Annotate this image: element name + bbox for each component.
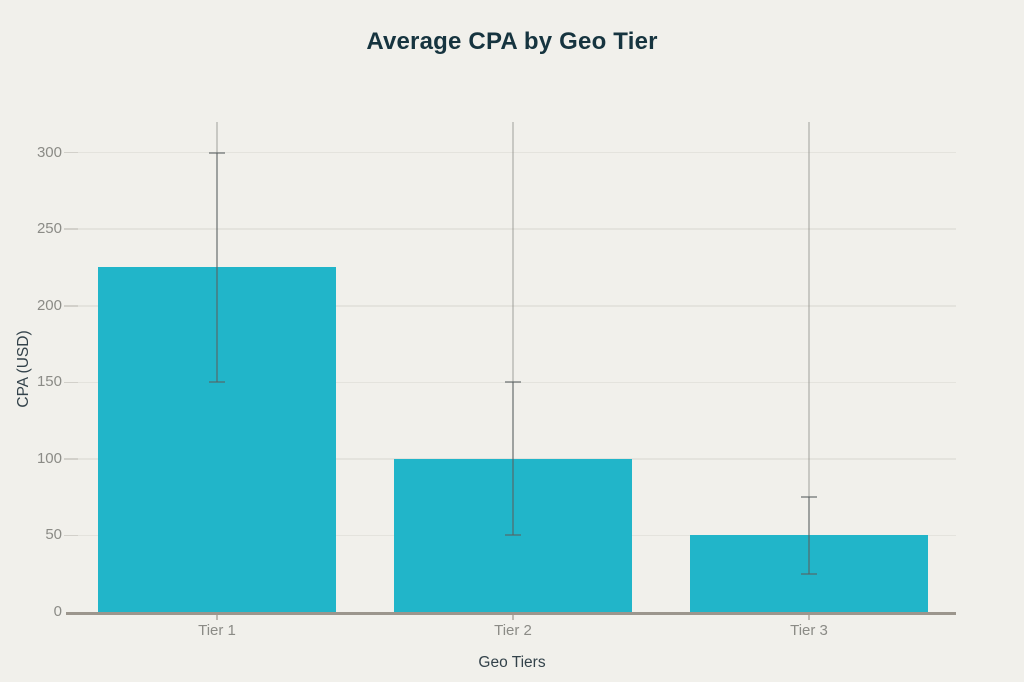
chart-title: Average CPA by Geo Tier (366, 28, 658, 55)
error-bar-cap-top (801, 496, 817, 499)
error-bar-cap-bottom (505, 534, 521, 537)
y-axis-tick (64, 534, 78, 537)
x-tick-label: Tier 1 (198, 622, 236, 639)
y-axis-title: CPA (USD) (15, 330, 32, 408)
x-tick-label: Tier 3 (790, 622, 828, 639)
y-tick-label: 200 (36, 296, 62, 314)
x-tick-label: Tier 2 (494, 622, 532, 639)
y-tick-label: 300 (36, 143, 62, 161)
x-axis-tick (512, 615, 514, 620)
y-tick-label: 100 (36, 449, 62, 467)
x-axis-tick (216, 615, 218, 620)
error-bar-cap-bottom (209, 381, 225, 384)
y-axis-tick (64, 305, 78, 307)
x-axis-line (66, 612, 956, 615)
error-bar (512, 382, 514, 536)
whisker-faint-line (512, 122, 514, 383)
gridline (64, 228, 956, 230)
x-axis-title: Geo Tiers (478, 654, 546, 671)
gridline (64, 151, 956, 154)
y-tick-label: 0 (53, 603, 62, 620)
y-axis-tick (64, 228, 78, 230)
y-axis-tick (64, 151, 78, 154)
y-axis-tick (64, 381, 78, 384)
error-bar (808, 497, 810, 574)
error-bar-cap-top (505, 381, 521, 384)
gridline (64, 305, 956, 307)
y-tick-label: 50 (45, 526, 62, 544)
error-bar-cap-bottom (801, 572, 817, 575)
whisker-faint-line (808, 122, 810, 498)
error-bar (216, 152, 218, 383)
x-axis-tick (808, 615, 810, 620)
whisker-faint-line (216, 122, 218, 153)
y-tick-label: 250 (36, 220, 62, 238)
error-bar-cap-top (209, 151, 225, 154)
y-axis-tick (64, 458, 78, 460)
y-tick-label: 150 (36, 373, 62, 391)
